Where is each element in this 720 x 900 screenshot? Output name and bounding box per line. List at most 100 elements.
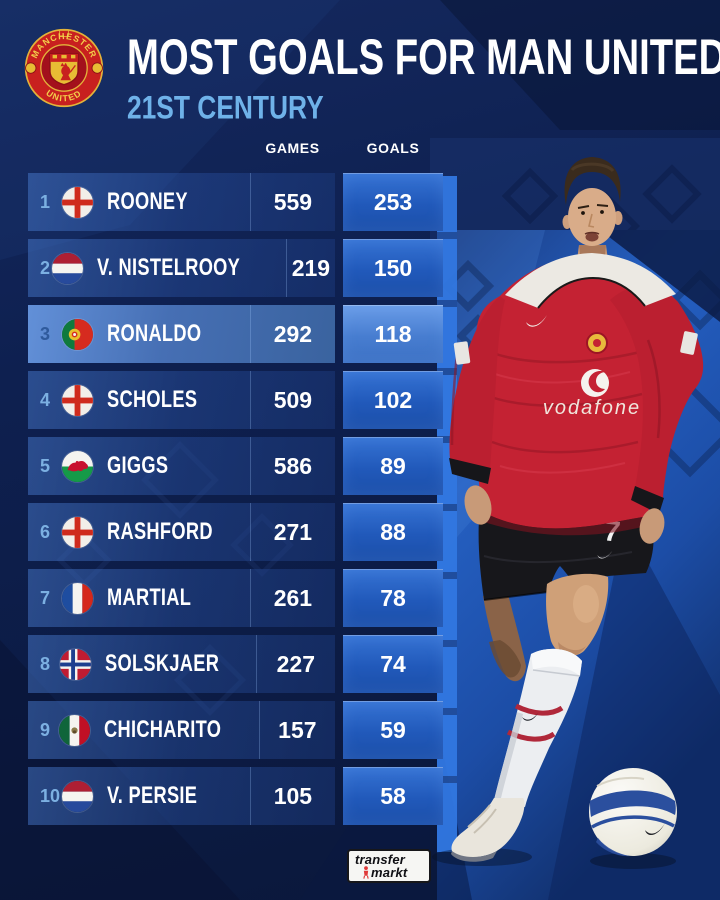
goals-value: 253 (343, 173, 443, 231)
table-row: 9 CHICHARITO 157 59 (28, 701, 471, 759)
goals-value: 78 (343, 569, 443, 627)
crest-bottom-text: UNITED (44, 88, 82, 104)
rank-label: 10 (40, 785, 61, 806)
player-name: CHICHARITO (104, 716, 222, 743)
row-main: 9 CHICHARITO 157 (28, 701, 335, 759)
table-row: 1 ROONEY 559 253 (28, 173, 471, 231)
goals-value: 118 (343, 305, 443, 363)
player-hair (564, 157, 621, 205)
rank-label: 2 (40, 257, 51, 278)
mascot-icon (363, 866, 369, 879)
games-value: 559 (249, 173, 335, 231)
goals-value: 74 (343, 635, 443, 693)
flag-wales-icon (61, 450, 93, 482)
football (589, 768, 677, 857)
table-header: GAMES GOALS (28, 138, 471, 173)
games-value: 157 (258, 701, 335, 759)
jersey-sponsor-text: vodafone (543, 397, 641, 419)
nike-swoosh-icon (526, 315, 547, 327)
player-name: V. NISTELROOY (97, 254, 241, 281)
page-subtitle: 21ST CENTURY (127, 89, 324, 126)
goals-table: GAMES GOALS 1 ROONEY 559 253 2 V. NISTEL… (28, 138, 471, 833)
games-value: 227 (255, 635, 335, 693)
table-row: 7 MARTIAL 261 78 (28, 569, 471, 627)
header: MOST GOALS FOR MAN UNITED 21ST CENTURY (127, 28, 720, 126)
ball-shadow (590, 853, 676, 869)
rank-label: 5 (40, 455, 51, 476)
goals-value: 89 (343, 437, 443, 495)
flag-england-icon (61, 186, 93, 218)
player-name: RASHFORD (106, 518, 213, 545)
row-main: 8 SOLSKJAER 227 (28, 635, 335, 693)
player-name: MARTIAL (106, 584, 191, 611)
row-main: 1 ROONEY 559 (28, 173, 335, 231)
flag-norway-icon (60, 648, 92, 680)
rank-label: 3 (40, 323, 51, 344)
player-name: GIGGS (106, 452, 169, 479)
player-name: V. PERSIE (106, 782, 198, 809)
brand-word-transfer: transfer (355, 852, 406, 867)
games-value: 292 (249, 305, 335, 363)
goals-value: 59 (343, 701, 443, 759)
row-main: 7 MARTIAL 261 (28, 569, 335, 627)
sock (494, 648, 582, 807)
brand-line-2: markt (355, 866, 429, 879)
flag-netherlands-icon (52, 252, 84, 284)
red-devil-icon (60, 62, 71, 81)
row-main: 10 V. PERSIE 105 (28, 767, 335, 825)
svg-text:UNITED: UNITED (44, 88, 83, 104)
player-name: SOLSKJAER (105, 650, 220, 677)
player-name: ROONEY (106, 188, 188, 215)
row-main: 4 SCHOLES 509 (28, 371, 335, 429)
boot (451, 798, 525, 858)
games-value: 105 (249, 767, 335, 825)
goals-value: 88 (343, 503, 443, 561)
goals-value: 150 (343, 239, 443, 297)
flag-portugal-icon (61, 318, 93, 350)
goals-value: 58 (343, 767, 443, 825)
sock-nike-swoosh-icon (522, 713, 538, 721)
player-name: SCHOLES (106, 386, 198, 413)
row-main: 2 V. NISTELROOY 219 (28, 239, 335, 297)
league-badge-icon (453, 341, 471, 365)
games-value: 271 (249, 503, 335, 561)
rank-label: 4 (40, 389, 51, 410)
player-name: RONALDO (106, 320, 202, 347)
jersey-collar (505, 253, 676, 308)
games-value: 219 (285, 239, 335, 297)
player-figure: 7 (449, 157, 704, 862)
row-main: 5 GIGGS 586 (28, 437, 335, 495)
transfermarkt-logo: transfer markt (347, 849, 431, 883)
flag-england-icon (61, 516, 93, 548)
games-value: 586 (249, 437, 335, 495)
column-header-games: GAMES (265, 140, 320, 156)
flag-netherlands-icon (61, 780, 93, 812)
column-header-goals: GOALS (366, 140, 420, 156)
league-badge-icon (680, 331, 698, 355)
flag-france-icon (61, 582, 93, 614)
row-main: 3 RONALDO 292 (28, 305, 335, 363)
table-row: 2 V. NISTELROOY 219 150 (28, 239, 471, 297)
brand-word-markt: markt (371, 865, 408, 880)
row-main: 6 RASHFORD 271 (28, 503, 335, 561)
rank-label: 8 (40, 653, 51, 674)
flag-england-icon (61, 384, 93, 416)
rank-label: 9 (40, 719, 51, 740)
rank-label: 1 (40, 191, 51, 212)
table-row: 4 SCHOLES 509 102 (28, 371, 471, 429)
table-row-highlighted: 3 RONALDO 292 118 (28, 305, 471, 363)
table-row: 6 RASHFORD 271 88 (28, 503, 471, 561)
ball-nike-swoosh-icon (645, 823, 665, 836)
goals-value: 102 (343, 371, 443, 429)
games-value: 261 (249, 569, 335, 627)
rank-label: 6 (40, 521, 51, 542)
brand-line-1: transfer (355, 853, 429, 866)
table-row: 10 V. PERSIE 105 58 (28, 767, 471, 825)
man-united-crest: MANCHESTER UNITED (24, 28, 104, 108)
flag-mexico-icon (59, 714, 91, 746)
rank-label: 7 (40, 587, 51, 608)
table-row: 8 SOLSKJAER 227 74 (28, 635, 471, 693)
games-value: 509 (249, 371, 335, 429)
